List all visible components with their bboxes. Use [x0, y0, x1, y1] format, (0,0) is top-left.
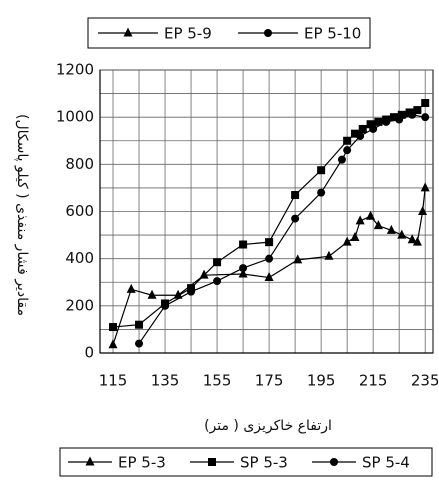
marker: [317, 166, 326, 175]
marker: [412, 236, 422, 246]
marker: [187, 287, 196, 296]
legend-label: SP 5-3: [240, 454, 288, 472]
y-tick-label: 400: [65, 249, 94, 267]
marker: [397, 229, 407, 239]
marker: [369, 124, 378, 133]
marker: [264, 29, 272, 37]
y-tick-label: 600: [65, 202, 94, 220]
marker: [135, 320, 144, 329]
x-tick-label: 215: [359, 372, 388, 390]
marker: [342, 236, 352, 246]
marker: [356, 132, 365, 141]
marker: [330, 458, 338, 466]
x-tick-label: 195: [307, 372, 336, 390]
marker: [265, 254, 274, 263]
marker: [350, 129, 359, 138]
y-tick-label: 1000: [56, 108, 94, 126]
marker: [355, 215, 365, 225]
marker: [366, 210, 376, 220]
marker: [208, 458, 216, 466]
marker: [358, 124, 367, 133]
x-tick-label: 115: [99, 372, 128, 390]
legend-label: EP 5-9: [164, 25, 212, 43]
marker: [420, 182, 430, 192]
marker: [389, 113, 398, 122]
marker: [386, 224, 396, 234]
marker: [213, 277, 222, 286]
marker: [343, 136, 352, 145]
marker: [395, 115, 404, 124]
marker: [324, 250, 334, 260]
marker: [126, 283, 136, 293]
marker: [366, 120, 375, 129]
marker: [291, 190, 300, 199]
top-legend-box: [87, 17, 371, 49]
marker: [108, 339, 118, 349]
marker: [407, 234, 417, 244]
x-tick-label: 175: [255, 372, 284, 390]
marker: [408, 110, 417, 119]
marker: [265, 238, 274, 247]
x-tick-label: 235: [411, 372, 439, 390]
marker: [238, 268, 248, 278]
y-tick-label: 200: [65, 296, 94, 314]
marker: [291, 214, 300, 223]
marker: [374, 117, 383, 126]
marker: [343, 146, 352, 155]
marker: [123, 27, 133, 37]
marker: [418, 206, 428, 215]
legend-label: EP 5-10: [304, 25, 361, 43]
y-tick-label: 1200: [56, 61, 94, 79]
marker: [264, 272, 274, 282]
y-tick-label: 800: [65, 155, 94, 173]
marker: [199, 269, 209, 279]
series-line: [138, 114, 426, 344]
marker: [382, 117, 391, 126]
y-axis-title: مقادیر فشار منفذی ( کیلو پاسکال): [14, 114, 30, 316]
legend-label: SP 5-4: [362, 454, 410, 472]
marker: [373, 220, 383, 230]
marker: [239, 240, 248, 249]
x-tick-label: 135: [151, 372, 180, 390]
x-axis-title: ارتفاع خاکریزی ( متر): [204, 418, 332, 434]
x-tick-label: 155: [203, 372, 232, 390]
marker: [350, 231, 360, 241]
legend-label: EP 5-3: [118, 454, 166, 472]
marker: [213, 258, 222, 267]
marker: [421, 99, 430, 108]
marker: [337, 155, 346, 164]
y-tick-label: 0: [84, 344, 94, 362]
marker: [293, 254, 303, 264]
marker: [135, 339, 144, 348]
bottom-legend-box: [59, 447, 433, 477]
marker: [397, 110, 406, 119]
marker: [421, 113, 430, 122]
marker: [413, 106, 422, 115]
marker: [161, 301, 170, 310]
marker: [109, 323, 118, 332]
marker: [317, 188, 326, 197]
marker: [85, 456, 95, 466]
marker: [147, 289, 157, 299]
marker: [239, 264, 248, 273]
